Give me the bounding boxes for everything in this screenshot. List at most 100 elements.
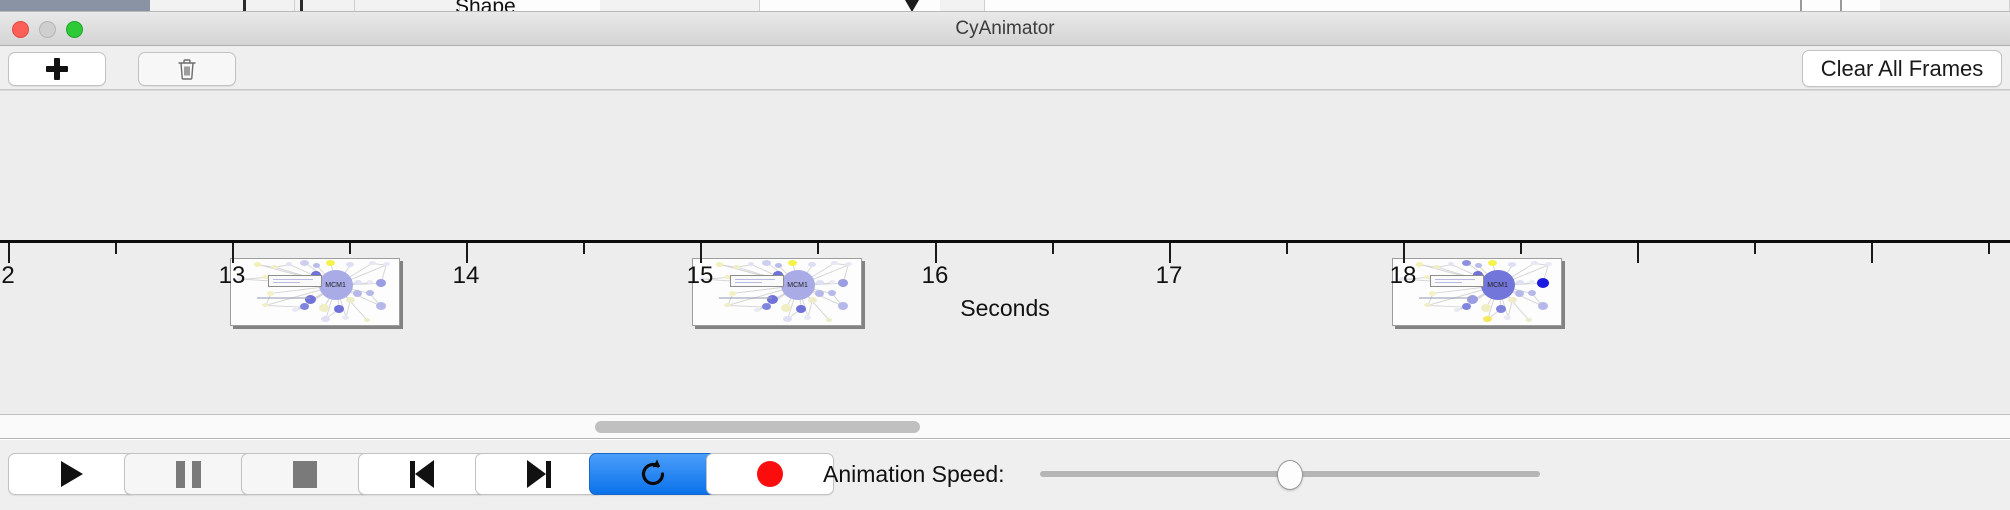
network-node bbox=[1415, 261, 1423, 267]
axis-tick-label: 18 bbox=[1389, 262, 1417, 289]
network-node bbox=[1537, 277, 1550, 288]
network-node bbox=[346, 262, 354, 268]
network-node bbox=[299, 303, 309, 311]
network-label-line bbox=[1419, 296, 1473, 299]
play-button[interactable] bbox=[8, 453, 136, 495]
delete-frame-button[interactable] bbox=[138, 52, 236, 86]
loop-button[interactable] bbox=[589, 453, 717, 495]
axis-minor-tick bbox=[1052, 243, 1054, 254]
clear-all-frames-button[interactable]: Clear All Frames bbox=[1802, 50, 2002, 87]
network-node bbox=[808, 262, 816, 268]
network-node bbox=[780, 303, 791, 312]
axis-major-tick bbox=[466, 243, 468, 263]
network-node bbox=[364, 318, 370, 323]
network-node bbox=[724, 274, 732, 279]
network-node bbox=[1526, 318, 1532, 323]
title-bar: CyAnimator bbox=[0, 12, 2010, 46]
network-node bbox=[318, 303, 329, 312]
background-tick bbox=[300, 0, 303, 11]
network-node bbox=[333, 304, 344, 313]
axis-major-tick bbox=[700, 243, 702, 263]
axis-major-tick bbox=[1637, 243, 1639, 263]
axis-tick-label: 17 bbox=[1155, 262, 1183, 289]
background-cell bbox=[295, 0, 355, 11]
axis-minor-tick bbox=[115, 243, 117, 254]
network-hub-node: MCM1 bbox=[1480, 270, 1515, 301]
frame-toolbar: Clear All Frames bbox=[0, 46, 2010, 90]
network-node bbox=[838, 302, 849, 311]
axis-minor-tick bbox=[1988, 243, 1990, 254]
background-window-strip: Shape bbox=[0, 0, 2010, 12]
axis-major-tick bbox=[1169, 243, 1171, 263]
background-cell bbox=[600, 0, 760, 11]
background-window-header bbox=[0, 0, 150, 11]
network-preview: MCM1 bbox=[231, 259, 399, 325]
network-node bbox=[1529, 280, 1536, 285]
network-node bbox=[1515, 279, 1524, 285]
close-icon[interactable] bbox=[12, 21, 29, 38]
slider-thumb[interactable] bbox=[1277, 460, 1303, 490]
background-cell bbox=[1880, 0, 2010, 11]
network-node bbox=[262, 274, 270, 279]
network-node bbox=[342, 314, 350, 320]
network-node bbox=[291, 308, 298, 313]
record-icon bbox=[757, 461, 783, 487]
previous-frame-button[interactable] bbox=[358, 453, 486, 495]
background-window-label: Shape bbox=[455, 0, 516, 12]
annotation-text-line bbox=[734, 282, 762, 284]
network-node bbox=[761, 303, 771, 311]
axis-minor-tick bbox=[1286, 243, 1288, 254]
axis-tick-label: 14 bbox=[452, 262, 480, 289]
add-frame-button[interactable] bbox=[8, 52, 106, 86]
network-annotation-box bbox=[729, 274, 784, 287]
network-node bbox=[320, 315, 330, 322]
network-node bbox=[1424, 274, 1432, 279]
background-cell bbox=[355, 0, 460, 11]
keyframe-thumbnail[interactable]: MCM1 bbox=[230, 258, 400, 326]
axis-major-tick bbox=[232, 243, 234, 263]
network-node bbox=[1504, 314, 1512, 320]
plus-icon bbox=[46, 58, 68, 80]
network-node bbox=[753, 308, 760, 313]
skip-forward-icon bbox=[527, 460, 551, 488]
network-label-line bbox=[719, 296, 773, 299]
network-node bbox=[300, 259, 310, 266]
network-node bbox=[1432, 264, 1440, 269]
network-node bbox=[838, 278, 849, 287]
animation-speed-slider[interactable] bbox=[1040, 453, 1540, 495]
window-title: CyAnimator bbox=[955, 18, 1055, 39]
network-annotation-box bbox=[267, 274, 322, 287]
record-button[interactable] bbox=[706, 453, 834, 495]
zoom-icon[interactable] bbox=[66, 21, 83, 38]
network-node bbox=[1538, 302, 1549, 311]
next-frame-button[interactable] bbox=[475, 453, 603, 495]
timeline-scrollbar[interactable] bbox=[0, 415, 2010, 439]
network-node bbox=[366, 290, 375, 297]
network-node bbox=[1424, 302, 1432, 307]
network-hub-node: MCM1 bbox=[780, 270, 815, 301]
scrollbar-thumb[interactable] bbox=[595, 421, 920, 433]
play-icon bbox=[61, 461, 83, 487]
minimize-icon[interactable] bbox=[39, 21, 56, 38]
axis-minor-tick bbox=[349, 243, 351, 254]
keyframe-thumbnail[interactable]: MCM1 bbox=[1392, 258, 1562, 326]
network-node bbox=[1474, 262, 1482, 268]
network-node bbox=[353, 289, 363, 297]
network-node bbox=[1530, 260, 1538, 265]
network-node bbox=[698, 276, 706, 281]
network-node bbox=[1429, 290, 1437, 296]
network-node bbox=[1480, 303, 1491, 312]
network-node bbox=[715, 261, 723, 267]
keyframe-strip[interactable]: MCM1 MCM1 MCM1 bbox=[0, 90, 2010, 326]
network-node bbox=[376, 302, 387, 311]
network-node bbox=[236, 276, 244, 281]
pause-button[interactable] bbox=[124, 453, 252, 495]
network-node bbox=[305, 294, 317, 304]
timeline-panel[interactable]: MCM1 MCM1 MCM1 2 13 14 15 16 17 18 Seconds bbox=[0, 90, 2010, 415]
background-wedge bbox=[905, 0, 919, 11]
keyframe-thumbnail[interactable]: MCM1 bbox=[692, 258, 862, 326]
network-node bbox=[829, 280, 836, 285]
stop-button[interactable] bbox=[241, 453, 369, 495]
axis-minor-tick bbox=[817, 243, 819, 254]
